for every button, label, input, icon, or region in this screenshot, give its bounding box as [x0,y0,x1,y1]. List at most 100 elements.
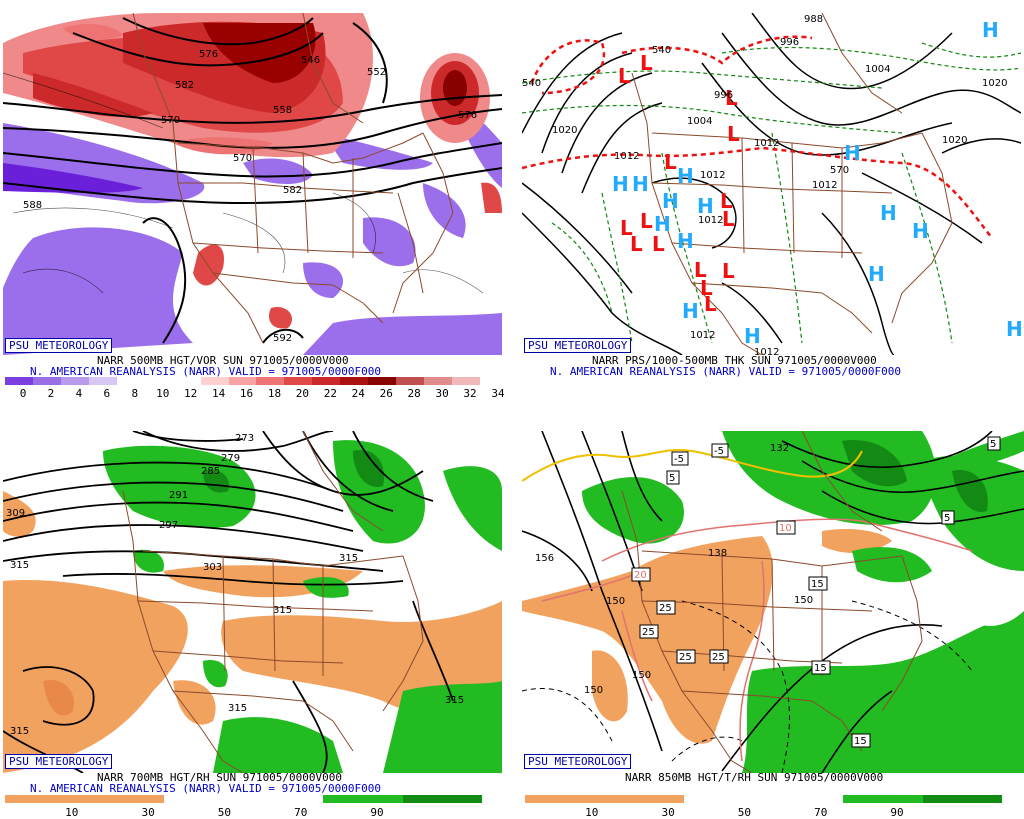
map-label: 582 [175,80,194,91]
temp-label-box [776,520,796,535]
height-labels: 273 279 285 291 297 303 309 315 315 315 … [6,433,464,737]
low-center: L [618,64,631,88]
isobar-labels: 1020 1020 1012 1012 1004 1004 996 988 99… [522,14,1007,355]
map-label: 132 [770,443,789,454]
high-center: H [654,212,671,236]
map-label: 315 [10,726,29,737]
low-center: L [620,216,633,240]
map-label: 570 [830,165,849,176]
panel-pressure-thickness: H H H H H H H H H H H H H H H L L L L L … [522,13,1021,355]
map-label: 1012 [700,170,725,181]
map-label: 291 [169,490,188,501]
rh-colorbar [5,795,482,803]
political-borders [122,431,424,773]
colorbar-swatch [396,377,425,385]
map-label: 576 [199,49,218,60]
colorbar-swatch [32,377,61,385]
political-borders [132,13,454,344]
colorbar-tick-label: 4 [75,387,83,400]
panel-850mb-temp-rh: 156 150 150 138 150 132 150 -5 -5 5 5 5 … [522,431,1024,773]
colorbar-tick-label: 12 [184,387,198,400]
colorbar-tick-label: 14 [211,387,226,400]
temp-label-box [811,660,831,675]
temp-label-box [676,649,696,664]
colorbar-swatch [284,377,313,385]
low-center: L [722,207,735,231]
map-label: 315 [273,605,292,616]
colorbar-tick-label: 2 [47,387,55,400]
map-label: 1020 [982,78,1007,89]
vorticity-contours [3,72,484,294]
high-center: H [982,18,999,42]
vorticity-colorbar [5,377,480,385]
map-label: 1012 [690,330,715,341]
temp-label: 25 [679,652,692,663]
moist-areas [582,431,1024,773]
colorbar-tick-label: 26 [379,387,393,400]
temp-label-box [666,470,680,485]
temp-rh-850mb-map: 156 150 150 138 150 132 150 -5 -5 5 5 5 … [522,431,1024,773]
map-label: 1012 [698,215,723,226]
map-label: 540 [652,45,671,56]
thickness-lines [522,42,1021,344]
map-label: 1012 [812,180,837,191]
low-center: L [700,276,713,300]
colorbar-tick-label: 16 [239,387,254,400]
psu-meteorology-badge: PSU METEOROLOGY [5,338,113,353]
map-label: 582 [283,185,302,196]
map-label: 150 [606,596,625,607]
colorbar-swatch [116,377,145,385]
colorbar-tick-label: 0 [19,387,27,400]
map-label: 1012 [754,347,779,355]
isotherms [522,600,973,773]
vorticity-map: 576 582 570 570 558 546 552 582 588 592 … [3,13,502,355]
map-label: 309 [6,508,25,519]
low-center: L [640,51,653,75]
map-label: 150 [794,595,813,606]
colorbar-tick-label: 30 [141,806,155,819]
low-center: L [727,122,740,146]
high-center: H [677,229,694,253]
panel-caption-title: NARR 850MB HGT/T/RH SUN 971005/0000V000 [625,771,884,784]
temp-label-box [631,567,651,582]
map-label: 546 [301,55,320,66]
temp-label-box [709,649,729,664]
colorbar-tick-label: 10 [65,806,79,819]
high-center: H [662,189,679,213]
low-center: L [640,209,653,233]
high-center: H [844,141,861,165]
temp-label-box [987,436,1001,451]
strong-negative-vorticity [3,163,143,193]
colorbar-tick-label: 24 [351,387,365,400]
map-label: 273 [235,433,254,444]
map-label: 156 [535,553,554,564]
map-label: 150 [632,670,651,681]
colorbar-tick-label: 30 [661,806,675,819]
low-pressure-centers: L L L L L L L L L L L L L L L [618,51,740,316]
low-center: L [630,232,643,256]
colorbar-tick-label: 34 [491,387,505,400]
colorbar-swatch [172,377,201,385]
low-center: L [664,150,677,174]
temp-label: -5 [714,446,724,457]
colorbar-swatch [256,377,285,385]
colorbar-tick-label: 50 [217,806,232,819]
colorbar-tick-label: 50 [737,806,752,819]
low-center: L [722,259,735,283]
colorbar-swatch [60,377,89,385]
temp-label: 5 [669,473,675,484]
colorbar-tick-label: 10 [585,806,599,819]
colorbar-swatch [228,377,257,385]
map-label: 150 [584,685,603,696]
panel-caption-title: NARR 500MB HGT/VOR SUN 971005/0000V000 [97,354,349,367]
temp-label-box [656,600,676,615]
rh-700mb-map: 273 279 285 291 297 303 309 315 315 315 … [3,431,502,773]
colorbar-swatch [452,377,480,385]
temp-label-box [711,443,729,458]
colorbar-tick-label: 8 [131,387,139,400]
map-label: 988 [804,14,823,25]
vorticity-colorbar-ticks: 0 2 4 6 8 10 12 14 16 18 20 22 24 26 28 30 32 34 [5,387,505,401]
temp-label-box [808,576,828,591]
colorbar-tick-label: 32 [463,387,477,400]
rh-colorbar [525,795,1002,803]
